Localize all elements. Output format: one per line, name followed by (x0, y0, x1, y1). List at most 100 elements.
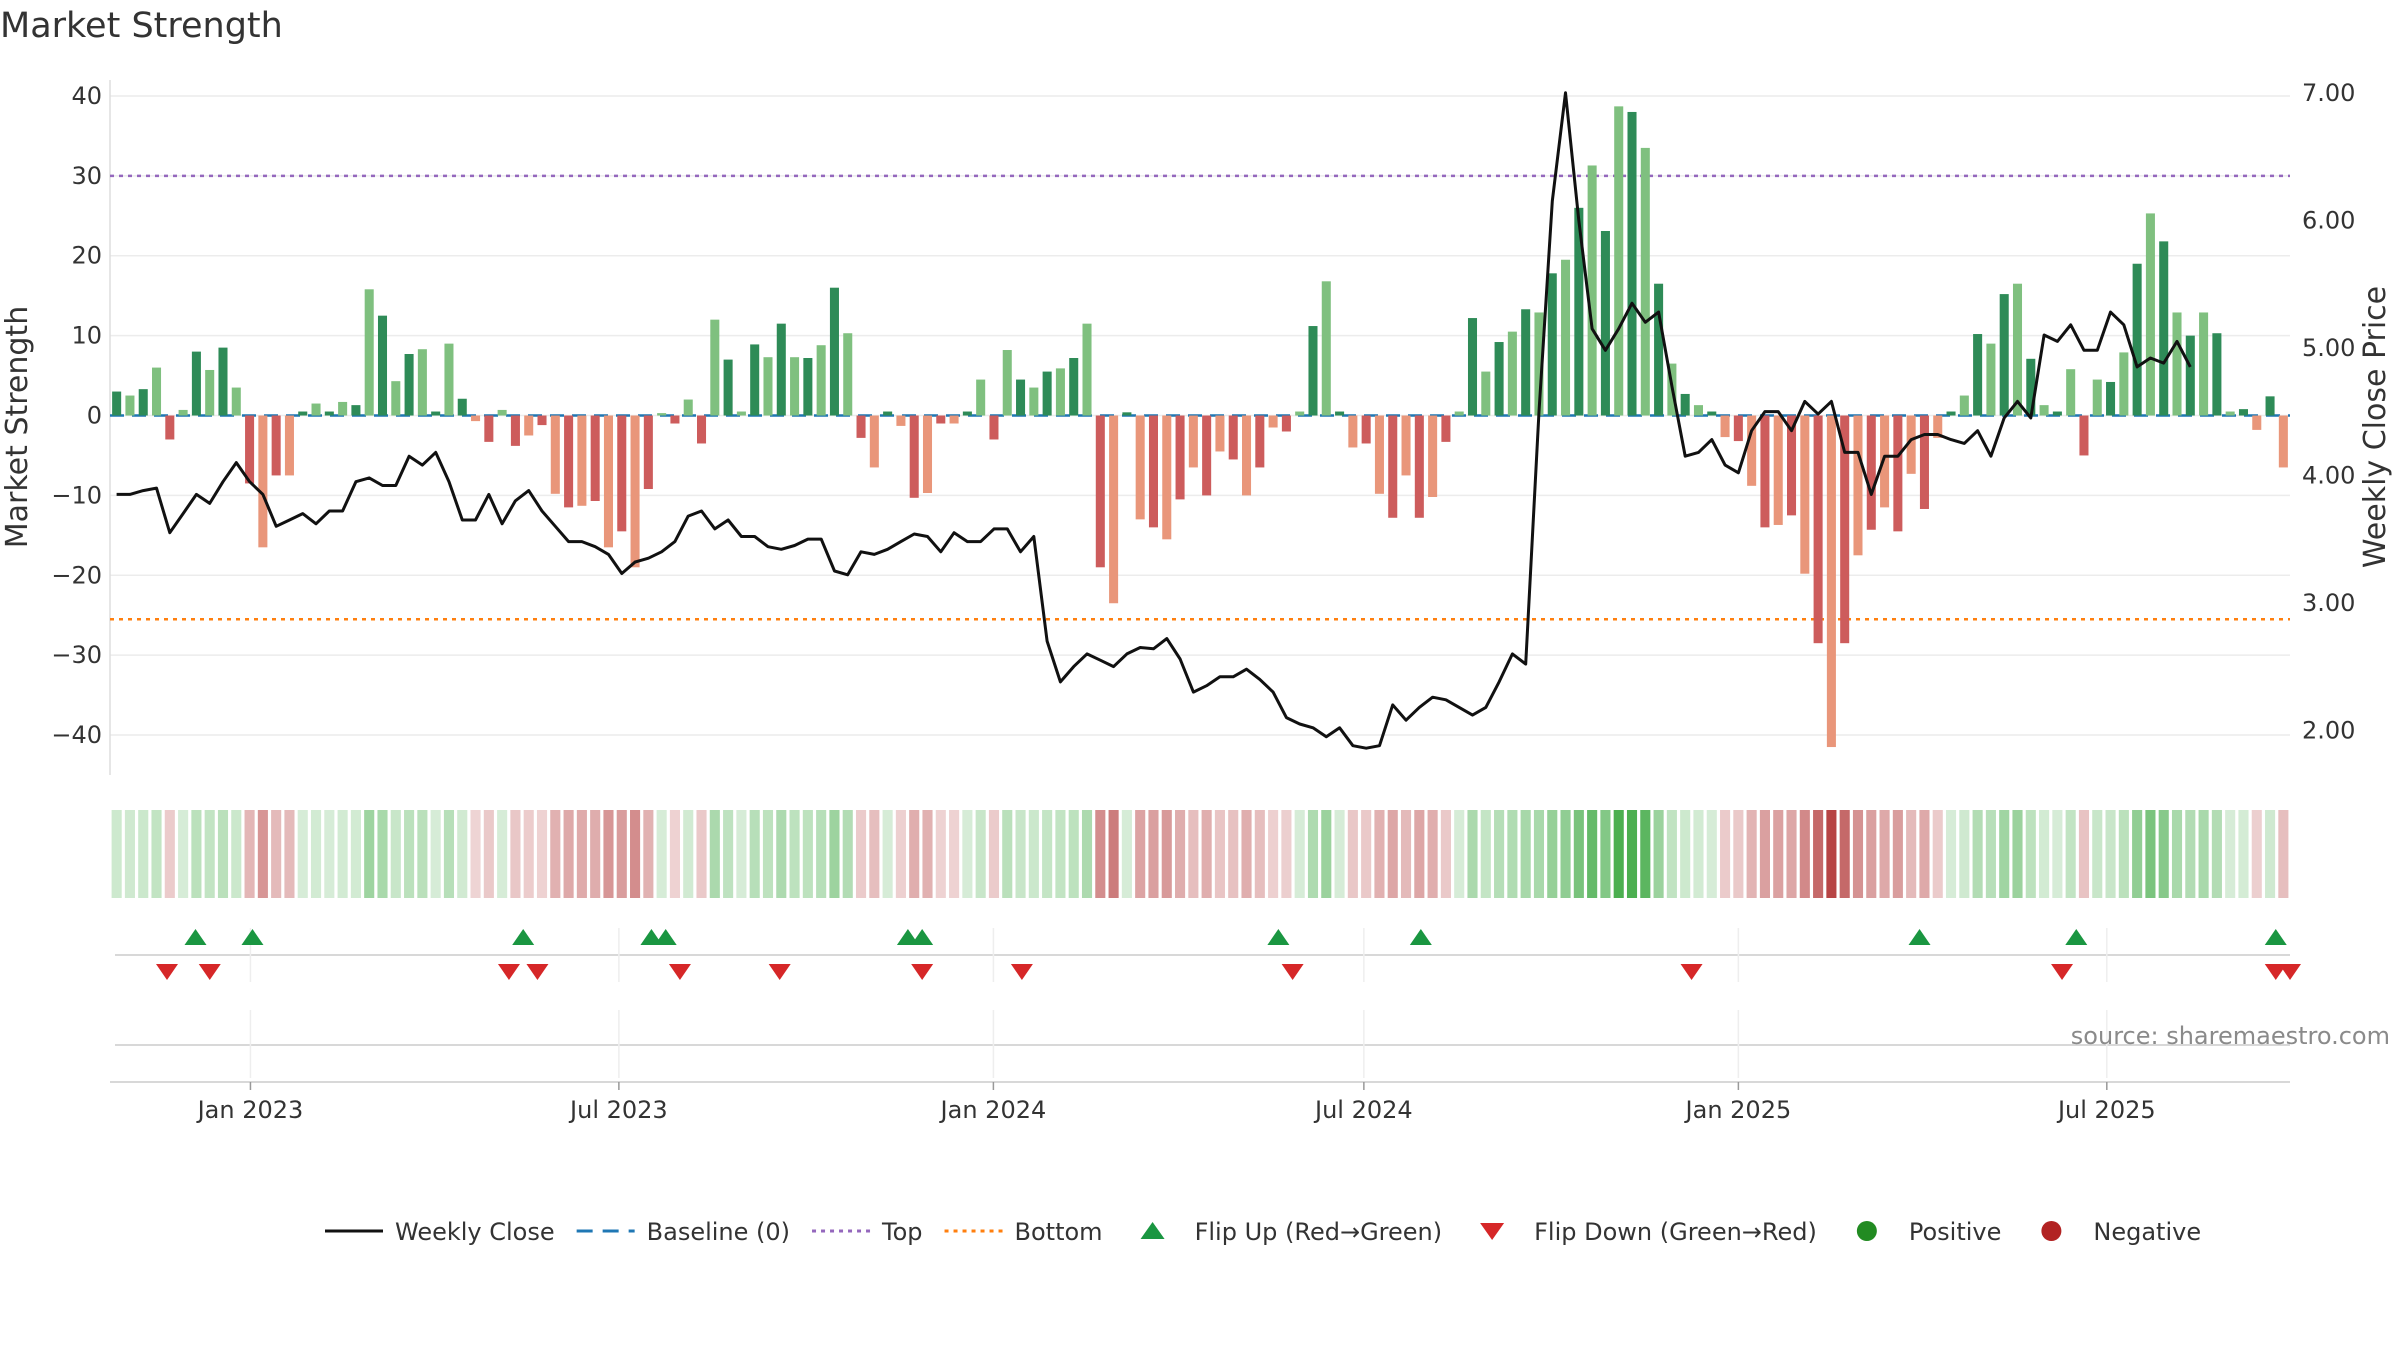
heat-cell (1361, 810, 1372, 898)
strength-bar (670, 415, 680, 424)
heat-cell (935, 810, 946, 898)
strength-bar (590, 415, 600, 501)
heat-cell (231, 810, 242, 898)
heat-cell (1228, 810, 1239, 898)
heat-cell (2198, 810, 2209, 898)
heat-cell (1427, 810, 1438, 898)
strength-bar (245, 415, 255, 484)
strength-bar (165, 415, 175, 440)
heat-cell (802, 810, 813, 898)
strength-bar (1295, 411, 1305, 416)
strength-bar (1534, 312, 1544, 416)
heat-cell (1241, 810, 1252, 898)
legend-label: Flip Down (Green→Red) (1534, 1218, 1817, 1246)
heat-cell (922, 810, 933, 898)
heat-cell (1414, 810, 1425, 898)
heat-cell (2025, 810, 2036, 898)
heat-cell (1175, 810, 1186, 898)
heat-cell (829, 810, 840, 898)
heat-cell (284, 810, 295, 898)
strength-bar (1986, 343, 1996, 416)
strength-bar (949, 415, 959, 424)
heat-cell (1799, 810, 1810, 898)
strength-bar (1547, 273, 1557, 416)
heat-cell (1400, 810, 1412, 898)
heat-cell (417, 810, 428, 898)
strength-bar (1148, 415, 1158, 528)
strength-bar (152, 367, 162, 416)
strength-bar (377, 315, 388, 416)
strength-bar (697, 415, 707, 444)
strength-bar (1122, 412, 1132, 416)
heat-cell (709, 810, 720, 898)
heat-cell (1281, 810, 1292, 898)
x-tick-label: Jan 2023 (196, 1096, 304, 1124)
heat-cell (470, 810, 481, 898)
strength-bar (1002, 350, 1012, 416)
flip-up-marker (241, 929, 264, 945)
strength-bar (1321, 281, 1331, 416)
strength-bar (1414, 415, 1424, 518)
heat-cell (1480, 810, 1491, 898)
strength-bars (112, 106, 2288, 748)
heat-cell (1454, 810, 1465, 898)
heat-cell (1055, 810, 1066, 898)
strength-bar (444, 343, 454, 416)
strength-bar (431, 411, 441, 416)
y-tick-label: 10 (71, 322, 102, 350)
strength-bar (1281, 415, 1291, 432)
y-tick-label: −10 (51, 481, 102, 509)
strength-bar (218, 347, 228, 416)
strength-bar (1747, 415, 1757, 486)
heat-cell (1906, 810, 1917, 898)
strength-bar (191, 351, 201, 416)
strength-bar (1587, 165, 1597, 416)
strength-bar (2119, 352, 2129, 416)
strength-bar (1640, 147, 1650, 416)
heat-cell (1121, 810, 1132, 898)
strength-bar (630, 415, 640, 568)
strength-bar (138, 389, 148, 416)
strength-bar (324, 411, 334, 416)
strength-bar (2145, 213, 2155, 416)
strength-bar (750, 344, 760, 416)
strength-bar (2238, 409, 2248, 416)
strength-bar (2092, 379, 2102, 416)
legend: Weekly Close Baseline (0) Top Bottom Flip Up… (325, 1218, 2201, 1246)
heat-cell (1135, 810, 1146, 898)
strength-bar (1933, 415, 1943, 438)
x-tick-label: Jul 2025 (2056, 1096, 2156, 1124)
strength-bar (351, 405, 361, 416)
strength-bar (816, 345, 826, 416)
heat-cell (1494, 810, 1505, 898)
heat-cell (377, 810, 388, 898)
strength-bar (484, 415, 494, 442)
heat-cell (1640, 810, 1651, 898)
heat-cell (1294, 810, 1305, 898)
heat-cell (2039, 810, 2050, 898)
chart-title: Market Strength (0, 6, 283, 46)
strength-bar (1441, 415, 1451, 442)
strength-bar (112, 391, 122, 416)
strength-bar (1693, 405, 1703, 416)
heat-cell (164, 810, 175, 898)
strength-bar (1959, 395, 1969, 416)
strength-bar (657, 413, 667, 416)
y-tick-label: −30 (51, 641, 102, 669)
legend-item: Flip Down (Green→Red) (1480, 1218, 1817, 1246)
strength-bar (497, 409, 507, 416)
heat-cell (1002, 810, 1013, 898)
heat-cell (2065, 810, 2076, 898)
heat-cell (483, 810, 494, 898)
heat-cell (2092, 810, 2103, 898)
price-line (116, 91, 2192, 750)
strength-bar (1561, 259, 1571, 416)
flip-up-marker (2264, 929, 2287, 945)
strength-bar (1919, 415, 1929, 509)
strength-bar (1388, 415, 1398, 518)
heat-cell (949, 810, 960, 898)
heat-cell (962, 810, 973, 898)
legend-circle-icon (2041, 1221, 2062, 1241)
heat-cell (1068, 810, 1079, 898)
heat-cell (523, 810, 534, 898)
